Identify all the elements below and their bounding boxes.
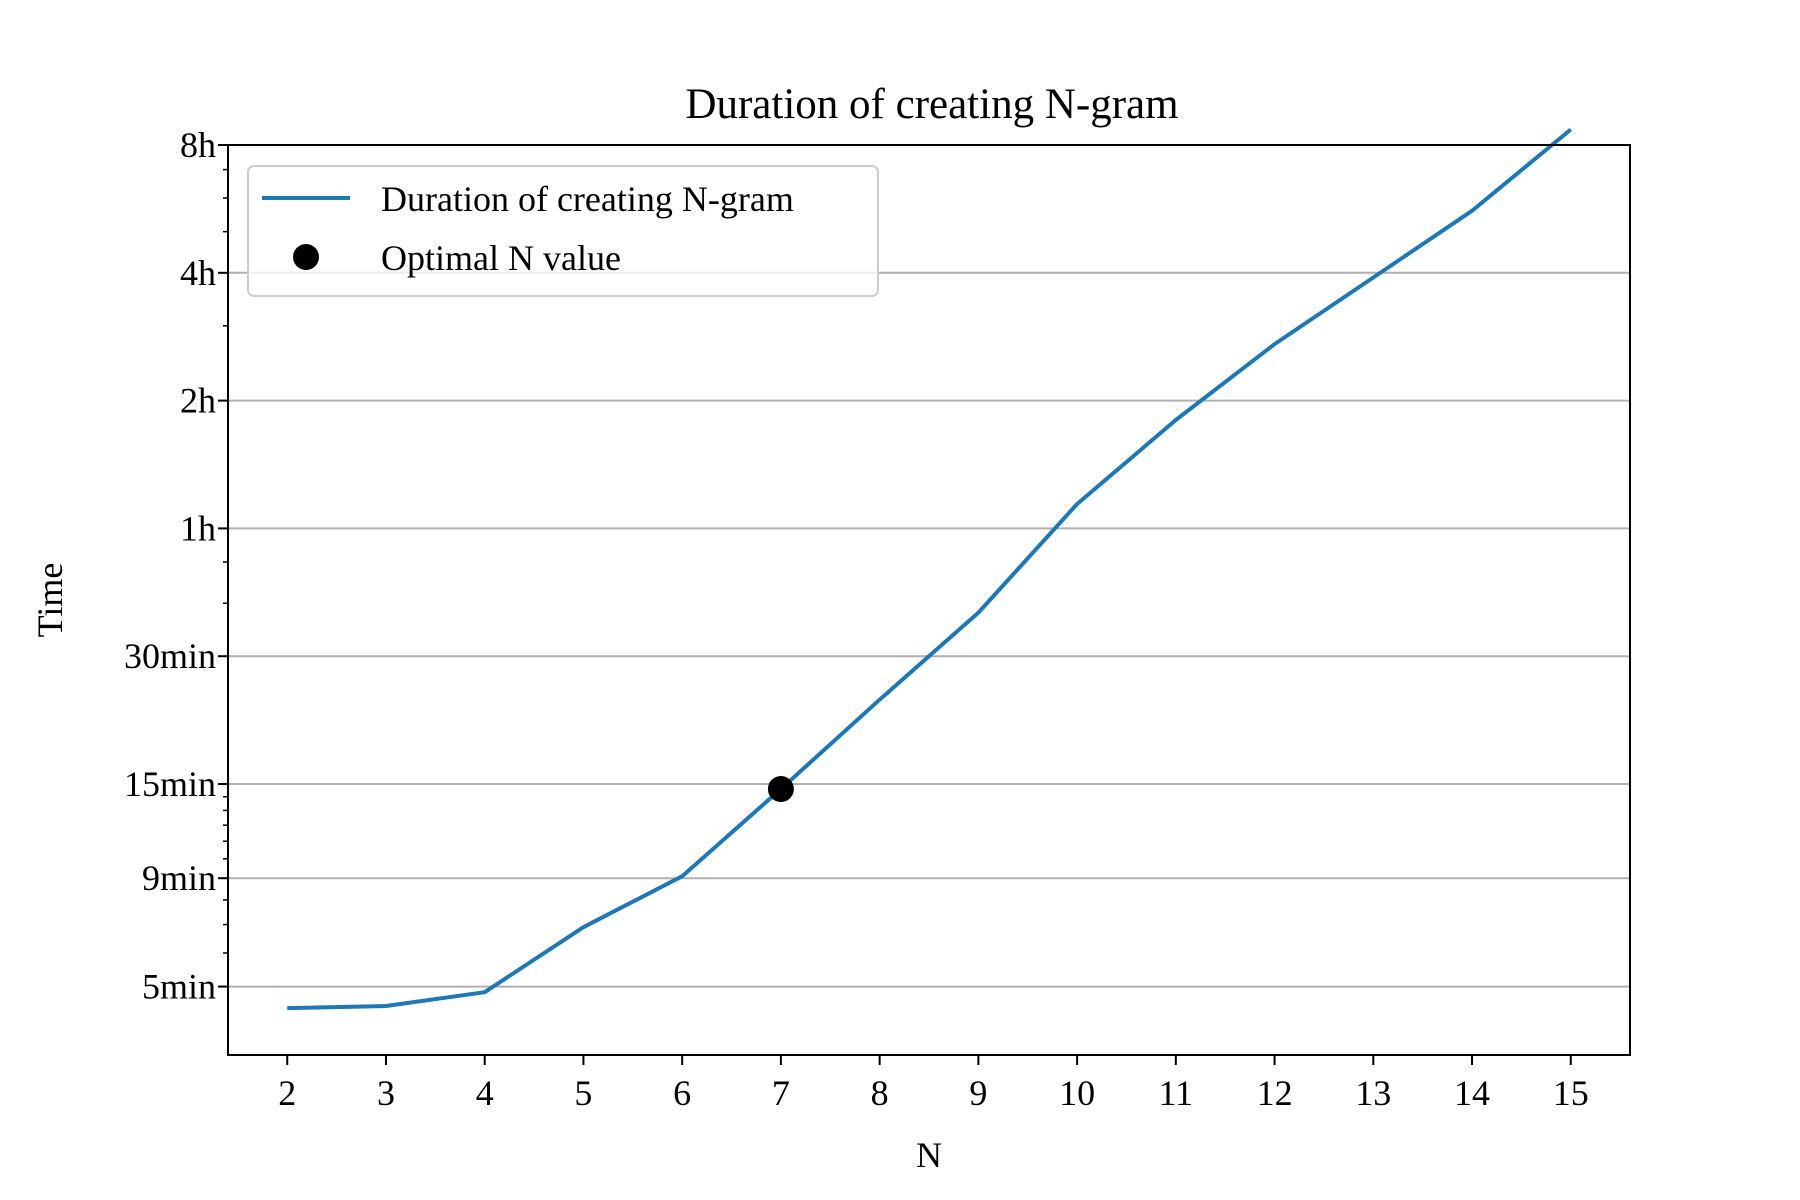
x-tick-label: 7 (772, 1073, 790, 1113)
series-layer (287, 127, 1573, 1011)
x-tick-label: 2 (278, 1073, 296, 1113)
x-tick-label: 11 (1158, 1073, 1193, 1113)
y-tick-label: 1h (180, 508, 216, 548)
y-tick-label: 5min (142, 967, 216, 1007)
y-tick-label: 4h (180, 253, 216, 293)
legend-entry-optimal: Optimal N value (381, 238, 621, 278)
x-tick-label: 4 (476, 1073, 494, 1113)
x-tick-label: 5 (574, 1073, 592, 1113)
x-tick-label: 6 (673, 1073, 691, 1113)
optimal-n-marker (767, 776, 794, 803)
legend: Duration of creating N-gram Optimal N va… (247, 165, 879, 297)
legend-marker-sample (293, 244, 319, 270)
y-axis-label: Time (30, 563, 70, 638)
x-tick-label: 15 (1553, 1073, 1589, 1113)
tick-layer: 5min 9min 15min 30min 1h 2h 4h 8h 2 3 4 5 6 7 8 9 10 11 12… (124, 125, 1589, 1113)
y-tick-label: 8h (180, 125, 216, 165)
series-line-duration (287, 127, 1573, 1011)
y-tick-label: 30min (124, 636, 216, 676)
x-tick-label: 8 (871, 1073, 889, 1113)
x-tick-label: 9 (969, 1073, 987, 1113)
chart-title: Duration of creating N-gram (685, 81, 1178, 128)
x-tick-label: 13 (1355, 1073, 1391, 1113)
x-tick-label: 12 (1257, 1073, 1293, 1113)
x-tick-label: 14 (1454, 1073, 1490, 1113)
x-tick-label: 3 (377, 1073, 395, 1113)
y-tick-label: 15min (124, 764, 216, 804)
legend-box (247, 165, 879, 297)
plot-frame (227, 144, 1631, 1056)
legend-entry-duration: Duration of creating N-gram (381, 179, 794, 219)
grid-layer (228, 271, 1630, 988)
y-tick-label: 9min (142, 858, 216, 898)
x-axis-label: N (916, 1135, 942, 1175)
x-tick-label: 10 (1059, 1073, 1095, 1113)
y-tick-label: 2h (180, 381, 216, 421)
